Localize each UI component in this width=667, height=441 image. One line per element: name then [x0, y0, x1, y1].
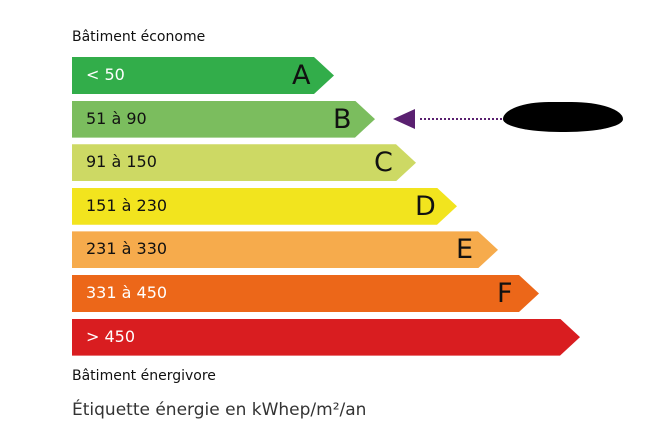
class-range: 151 à 230 — [86, 195, 168, 215]
class-letter: E — [456, 234, 474, 266]
energy-class-bar: 91 à 150 C — [72, 144, 416, 182]
bottom-label: Bâtiment énergivore — [72, 368, 216, 384]
class-range: 231 à 330 — [86, 239, 168, 259]
energy-class-bar: 231 à 330 E — [72, 231, 498, 269]
class-letter: D — [415, 190, 436, 222]
energy-class-bar: > 450 — [72, 318, 580, 356]
redacted-value — [503, 102, 623, 132]
energy-class-bar: 51 à 90 B — [72, 100, 375, 138]
class-range: 91 à 150 — [86, 152, 157, 172]
class-letter: B — [333, 103, 352, 135]
energy-class-bar: 151 à 230 D — [72, 187, 457, 225]
class-range: 51 à 90 — [86, 108, 147, 128]
top-label: Bâtiment économe — [72, 29, 206, 45]
energy-class-bar: 331 à 450 F — [72, 275, 539, 312]
footer-unit-label: Étiquette énergie en kWhep/m²/an — [72, 400, 367, 420]
class-range: < 50 — [86, 65, 125, 84]
class-range: 331 à 450 — [86, 283, 168, 302]
class-letter: A — [292, 60, 311, 91]
class-letter: F — [497, 278, 513, 309]
energy-class-bar: < 50 A — [72, 57, 334, 94]
class-indicator-arrow-icon — [393, 109, 415, 129]
indicator-dotted-line — [420, 118, 502, 120]
class-letter: C — [374, 147, 393, 179]
class-range: > 450 — [86, 326, 136, 346]
